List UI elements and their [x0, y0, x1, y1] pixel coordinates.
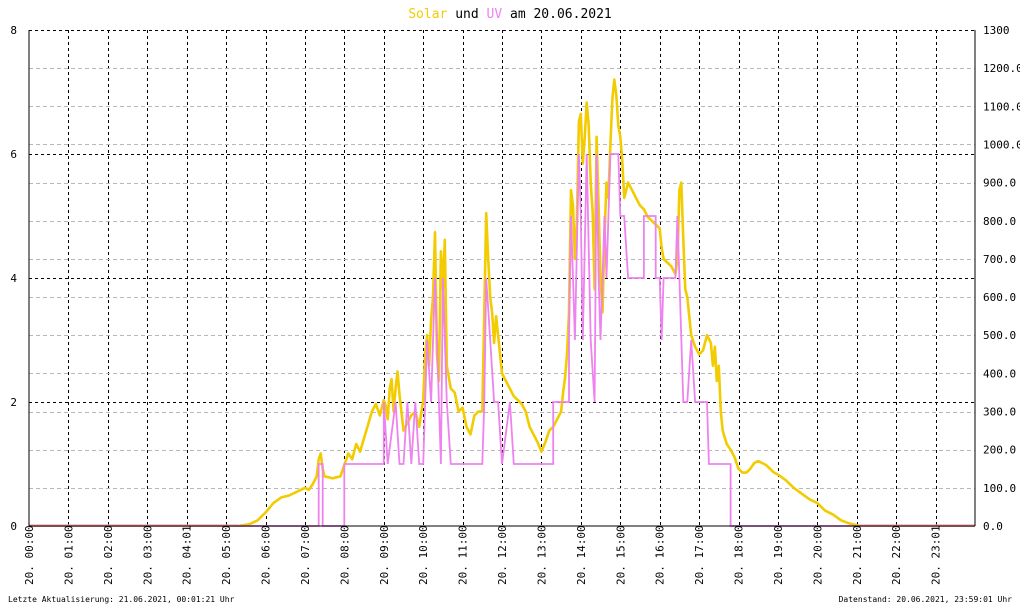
left-axis-tick-label: 0 — [10, 520, 17, 533]
footer-last-update: Letzte Aktualisierung: 21.06.2021, 00:01… — [8, 595, 235, 604]
left-axis-tick-label: 8 — [10, 24, 17, 37]
solar-series-line — [29, 78, 975, 527]
grid — [29, 30, 975, 526]
right-axis-ticks: 0.0 100.0 200.0 300.0 400.0 500.0 600.0 700.0 80… — [983, 24, 1020, 533]
x-axis-tick-label: 20. 18:00 — [733, 525, 746, 585]
footer-data-status: Datenstand: 20.06.2021, 23:59:01 Uhr — [839, 595, 1013, 604]
x-axis-ticks: 20. 00:00 20. 01:00 20. 02:00 20. 03:00 20. … — [23, 525, 943, 585]
title-uv: UV — [487, 7, 503, 22]
right-axis-tick-label: 200.0 — [983, 444, 1016, 457]
title-solar: Solar — [408, 7, 447, 22]
x-axis-tick-label: 20. 16:00 — [654, 525, 667, 585]
right-axis-tick-label: 400.0 — [983, 367, 1016, 380]
x-axis-tick-label: 20. 15:00 — [614, 525, 627, 585]
title-date: am 20.06.2021 — [502, 7, 612, 22]
left-axis-tick-label: 6 — [10, 148, 17, 161]
x-axis-tick-label: 20. 19:00 — [772, 525, 785, 585]
x-axis-tick-label: 20. 22:00 — [890, 525, 903, 585]
x-axis-tick-label: 20. 13:00 — [535, 525, 548, 585]
x-axis-tick-label: 20. 03:00 — [141, 525, 154, 585]
chart-title: Solar und UV am 20.06.2021 — [408, 7, 612, 22]
x-axis-tick-label: 20. 12:00 — [496, 525, 509, 585]
right-axis-tick-label: 500.0 — [983, 329, 1016, 342]
uv-series-line — [29, 153, 975, 527]
x-axis-tick-label: 20. 05:00 — [220, 525, 233, 585]
x-axis-tick-label: 20. 20:00 — [811, 525, 824, 585]
right-axis-tick-label: 800.0 — [983, 215, 1016, 228]
right-axis-tick-label: 1200.0 — [983, 62, 1020, 75]
x-axis-tick-label: 20. 09:00 — [378, 525, 391, 585]
right-axis-tick-label: 1100.0 — [983, 100, 1020, 113]
right-axis-tick-label: 0.0 — [983, 520, 1003, 533]
x-axis-tick-label: 20. 01:00 — [62, 525, 75, 585]
x-axis-tick-label: 20. 21:00 — [851, 525, 864, 585]
right-axis-tick-label: 600.0 — [983, 291, 1016, 304]
x-axis-tick-label: 20. 14:00 — [575, 525, 588, 585]
x-axis-tick-label: 20. 00:00 — [23, 525, 36, 585]
x-axis-tick-label: 20. 07:00 — [299, 525, 312, 585]
right-axis-tick-label: 1300 — [983, 24, 1010, 37]
x-axis-tick-label: 20. 08:00 — [338, 525, 351, 585]
right-axis-tick-label: 100.0 — [983, 482, 1016, 495]
left-axis-ticks: 0 2 4 6 8 — [10, 24, 17, 533]
right-axis-tick-label: 700.0 — [983, 253, 1016, 266]
left-axis-tick-label: 4 — [10, 272, 17, 285]
x-axis-tick-label: 20. 02:00 — [102, 525, 115, 585]
x-axis-tick-label: 20. 17:00 — [693, 525, 706, 585]
x-axis-tick-label: 20. 06:00 — [260, 525, 273, 585]
x-axis-tick-label: 20. 11:00 — [457, 525, 470, 585]
title-und: und — [447, 7, 486, 22]
right-axis-tick-label: 900.0 — [983, 177, 1016, 190]
x-axis-tick-label: 20. 04:01 — [181, 525, 194, 585]
right-axis-tick-label: 300.0 — [983, 406, 1016, 419]
left-axis-tick-label: 2 — [10, 396, 17, 409]
x-axis-tick-label: 20. 10:00 — [417, 525, 430, 585]
right-axis-tick-label: 1000.0 — [983, 138, 1020, 151]
x-axis-tick-label: 20. 23:01 — [930, 525, 943, 585]
